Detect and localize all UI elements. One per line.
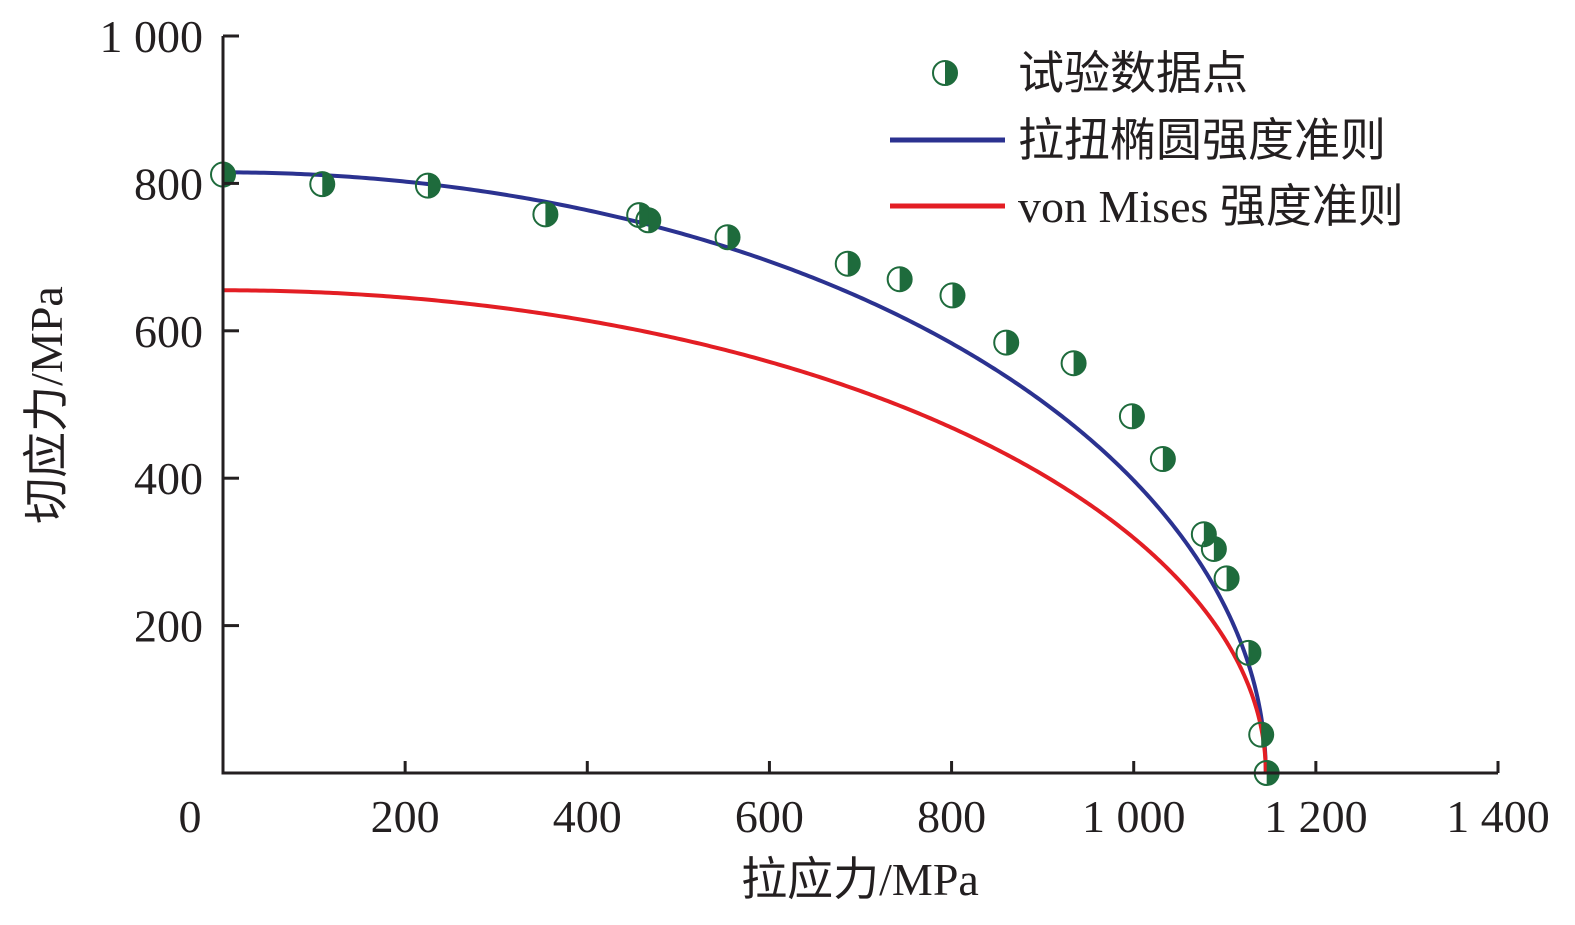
data-point <box>635 207 662 234</box>
data-point <box>309 171 336 198</box>
legend: 试验数据点 拉扭椭圆强度准则 von Mises 强度准则 <box>890 48 1404 232</box>
data-point <box>1213 565 1240 592</box>
data-point <box>939 282 966 309</box>
data-point <box>1118 403 1145 430</box>
data-point <box>834 250 861 277</box>
axes <box>221 36 1498 775</box>
legend-item-vonmises: von Mises 强度准则 <box>890 181 1404 232</box>
data-points-layer <box>210 161 1280 786</box>
x-tick-label: 200 <box>371 791 440 842</box>
data-point <box>1235 639 1262 666</box>
y-ticks: 200 400 600 800 1 000 <box>100 11 239 652</box>
data-point <box>886 266 913 293</box>
y-tick-label: 400 <box>134 453 203 504</box>
data-point <box>993 329 1020 356</box>
x-tick-label: 400 <box>553 791 622 842</box>
x-ticks: 0 200 400 600 800 1 000 1 200 1 400 <box>179 761 1550 842</box>
data-point <box>532 201 559 228</box>
y-tick-label: 1 000 <box>100 11 204 62</box>
data-point <box>1248 721 1275 748</box>
criterion-curve <box>223 170 1268 774</box>
y-tick-label: 600 <box>134 306 203 357</box>
data-point <box>714 224 741 251</box>
data-point <box>1200 535 1227 562</box>
y-tick-label: 200 <box>134 601 203 652</box>
x-tick-label: 0 <box>179 791 202 842</box>
half-filled-circle-icon <box>932 60 958 86</box>
data-point <box>626 202 653 229</box>
legend-item-ellipse: 拉扭椭圆强度准则 <box>890 115 1386 166</box>
x-tick-label: 600 <box>735 791 804 842</box>
legend-item-scatter: 试验数据点 <box>932 48 1248 99</box>
x-tick-label: 800 <box>917 791 986 842</box>
y-tick-label: 800 <box>134 158 203 209</box>
data-point <box>414 172 441 199</box>
legend-label: 试验数据点 <box>1018 48 1248 99</box>
curves-layer <box>222 170 1268 774</box>
data-point <box>1060 350 1087 377</box>
criterion-curve <box>222 288 1268 774</box>
legend-label: von Mises 强度准则 <box>1018 181 1404 232</box>
x-tick-label: 1 000 <box>1082 791 1186 842</box>
y-axis-title: 切应力/MPa <box>21 286 72 524</box>
data-point <box>1149 446 1176 473</box>
x-tick-label: 1 200 <box>1264 791 1368 842</box>
x-axis-title: 拉应力/MPa <box>741 854 979 905</box>
legend-label: 拉扭椭圆强度准则 <box>1018 115 1386 166</box>
x-tick-label: 1 400 <box>1446 791 1550 842</box>
